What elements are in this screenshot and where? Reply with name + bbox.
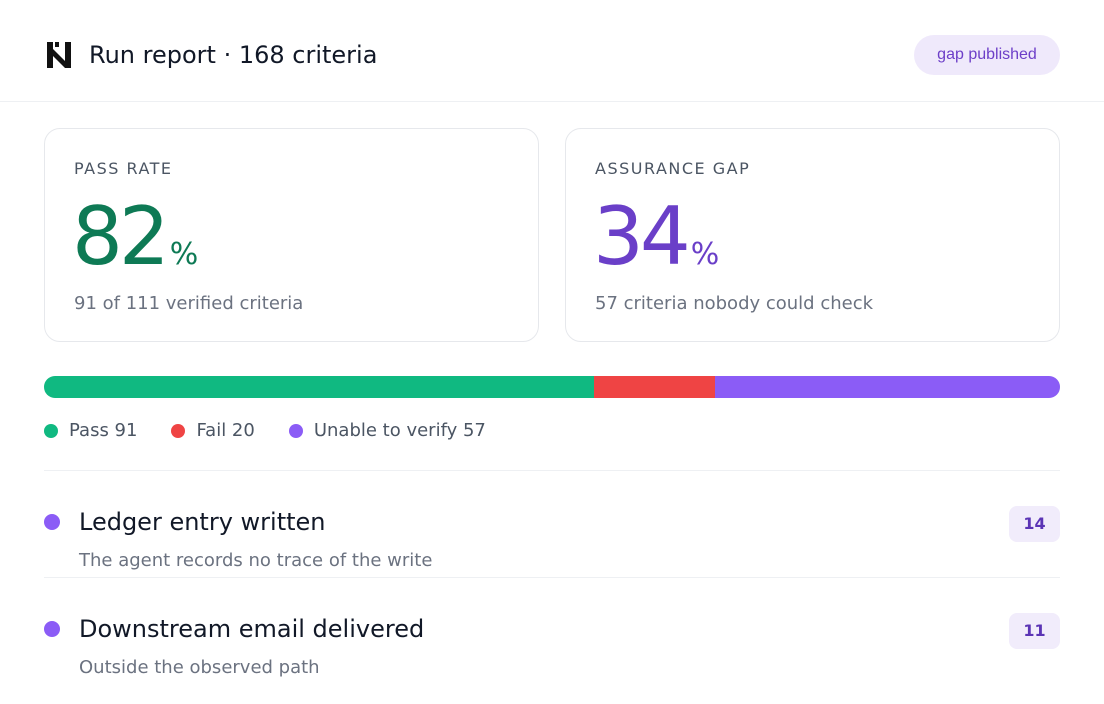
report-header: Run report · 168 criteria gap published bbox=[0, 0, 1104, 102]
gap-item-title: Downstream email delivered bbox=[79, 615, 425, 643]
assurance-gap-subtext: 57 criteria nobody could check bbox=[595, 293, 874, 314]
pass-rate-subtext: 91 of 111 verified criteria bbox=[74, 293, 304, 314]
legend-item-pass: Pass 91 bbox=[44, 420, 137, 441]
legend-item-unverified: Unable to verify 57 bbox=[288, 420, 486, 441]
divider bbox=[44, 577, 1060, 578]
legend-dot-pass bbox=[44, 423, 58, 438]
pass-rate-number: 82 bbox=[72, 190, 170, 283]
assurance-gap-number: 34 bbox=[593, 190, 691, 283]
legend-dot-fail bbox=[171, 423, 186, 438]
assurance-gap-unit: % bbox=[690, 237, 720, 272]
page-title: Run report · 168 criteria bbox=[89, 41, 378, 69]
breakdown-bar bbox=[44, 376, 1060, 398]
status-badge[interactable]: gap published bbox=[914, 35, 1060, 75]
gap-item-email[interactable]: Downstream email delivered Outside the o… bbox=[44, 593, 1060, 683]
assurance-gap-label: ASSURANCE GAP bbox=[595, 159, 751, 178]
assurance-gap-value: 34% bbox=[593, 197, 719, 277]
legend-item-fail: Fail 20 bbox=[171, 420, 255, 441]
gap-item-title: Ledger entry written bbox=[79, 508, 326, 536]
gap-item-count: 14 bbox=[1009, 506, 1060, 542]
gap-item-count: 11 bbox=[1009, 613, 1060, 649]
divider bbox=[44, 470, 1060, 471]
gap-item-dot bbox=[44, 514, 60, 530]
pass-rate-unit: % bbox=[169, 237, 199, 272]
assurance-gap-card: ASSURANCE GAP 34% 57 criteria nobody cou… bbox=[565, 128, 1060, 342]
gap-item-description: The agent records no trace of the write bbox=[79, 550, 433, 571]
legend-dot-unverified bbox=[288, 423, 303, 438]
bar-segment-fail bbox=[594, 376, 716, 398]
legend-label-fail: Fail 20 bbox=[196, 420, 255, 441]
bar-segment-unverified bbox=[715, 376, 1060, 398]
pass-rate-label: PASS RATE bbox=[74, 159, 173, 178]
gap-item-description: Outside the observed path bbox=[79, 657, 320, 678]
brand-logo-icon bbox=[47, 42, 71, 68]
pass-rate-value: 82% bbox=[72, 197, 198, 277]
gap-item-ledger[interactable]: Ledger entry written The agent records n… bbox=[44, 486, 1060, 576]
legend-label-unverified: Unable to verify 57 bbox=[313, 420, 486, 441]
pass-rate-card: PASS RATE 82% 91 of 111 verified criteri… bbox=[44, 128, 539, 342]
legend-label-pass: Pass 91 bbox=[69, 420, 138, 441]
bar-segment-pass bbox=[44, 376, 595, 398]
breakdown-legend: Pass 91 Fail 20 Unable to verify 57 bbox=[44, 420, 520, 441]
gap-item-dot bbox=[44, 621, 60, 637]
